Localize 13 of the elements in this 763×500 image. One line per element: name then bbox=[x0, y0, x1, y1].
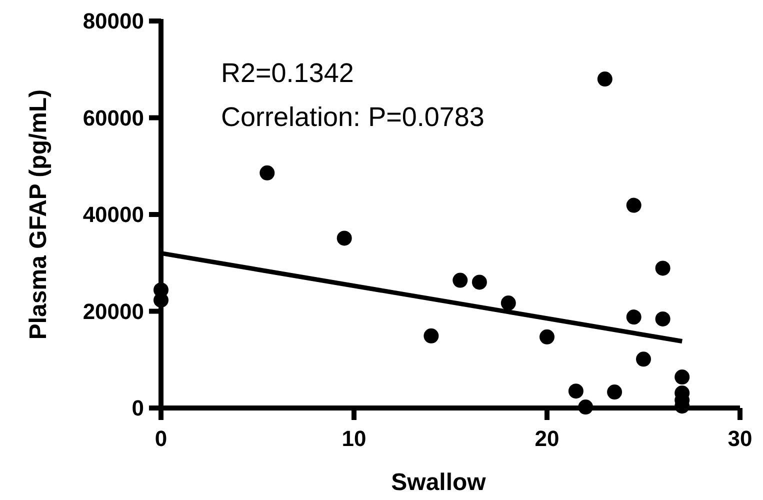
x-tick-label: 0 bbox=[154, 426, 168, 451]
x-tick-label: 30 bbox=[728, 426, 752, 451]
x-tick-label: 20 bbox=[534, 426, 560, 451]
x-axis-title: Swallow bbox=[391, 469, 486, 496]
y-tick-label: 60000 bbox=[82, 105, 144, 130]
y-tick-label: 20000 bbox=[82, 298, 144, 324]
x-tick-label: 10 bbox=[342, 426, 366, 451]
annotation: R2=0.1342 bbox=[221, 58, 354, 88]
y-axis-title: Plasma GFAP (pg/mL) bbox=[25, 89, 52, 340]
y-tick-label: 80000 bbox=[82, 8, 144, 34]
y-tick-label: 40000 bbox=[82, 202, 144, 228]
y-tick-label: 0 bbox=[132, 396, 144, 421]
annotation: Correlation: P=0.0783 bbox=[221, 102, 484, 132]
